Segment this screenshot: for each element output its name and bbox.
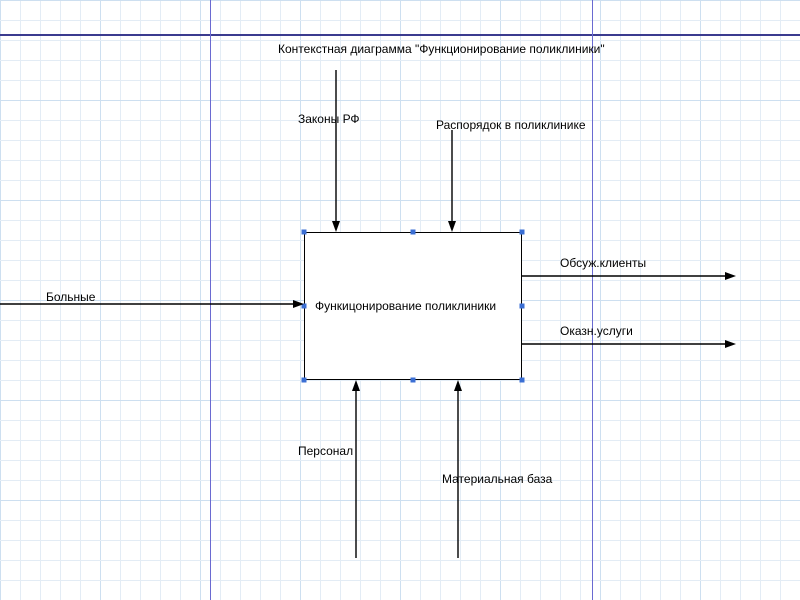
arrow-label-mech-matbaza: Материальная база bbox=[442, 472, 552, 486]
arrow-label-output-klienty: Обсуж.клиенты bbox=[560, 256, 646, 270]
pane-border-0 bbox=[210, 0, 211, 600]
selection-handle[interactable] bbox=[302, 378, 307, 383]
selection-handle[interactable] bbox=[520, 304, 525, 309]
arrow-label-output-uslugi: Оказн.услуги bbox=[560, 324, 633, 338]
selection-handle[interactable] bbox=[302, 230, 307, 235]
selection-handle[interactable] bbox=[302, 304, 307, 309]
arrow-label-control-raspor: Распорядок в поликлинике bbox=[436, 118, 586, 132]
pane-border-1 bbox=[592, 0, 593, 600]
process-box-label: Функицонирование поликлиники bbox=[315, 299, 496, 313]
arrow-label-control-zakony: Законы РФ bbox=[298, 112, 360, 126]
arrow-label-mech-personal: Персонал bbox=[298, 444, 353, 458]
frame-top-border bbox=[0, 34, 800, 36]
selection-handle[interactable] bbox=[520, 378, 525, 383]
arrow-label-input-bolnye: Больные bbox=[46, 290, 95, 304]
diagram-canvas: Контекстная диаграмма "Функционирование … bbox=[0, 0, 800, 600]
selection-handle[interactable] bbox=[520, 230, 525, 235]
selection-handle[interactable] bbox=[411, 230, 416, 235]
process-box[interactable]: Функицонирование поликлиники bbox=[304, 232, 522, 380]
diagram-title: Контекстная диаграмма "Функционирование … bbox=[278, 42, 605, 56]
selection-handle[interactable] bbox=[411, 378, 416, 383]
